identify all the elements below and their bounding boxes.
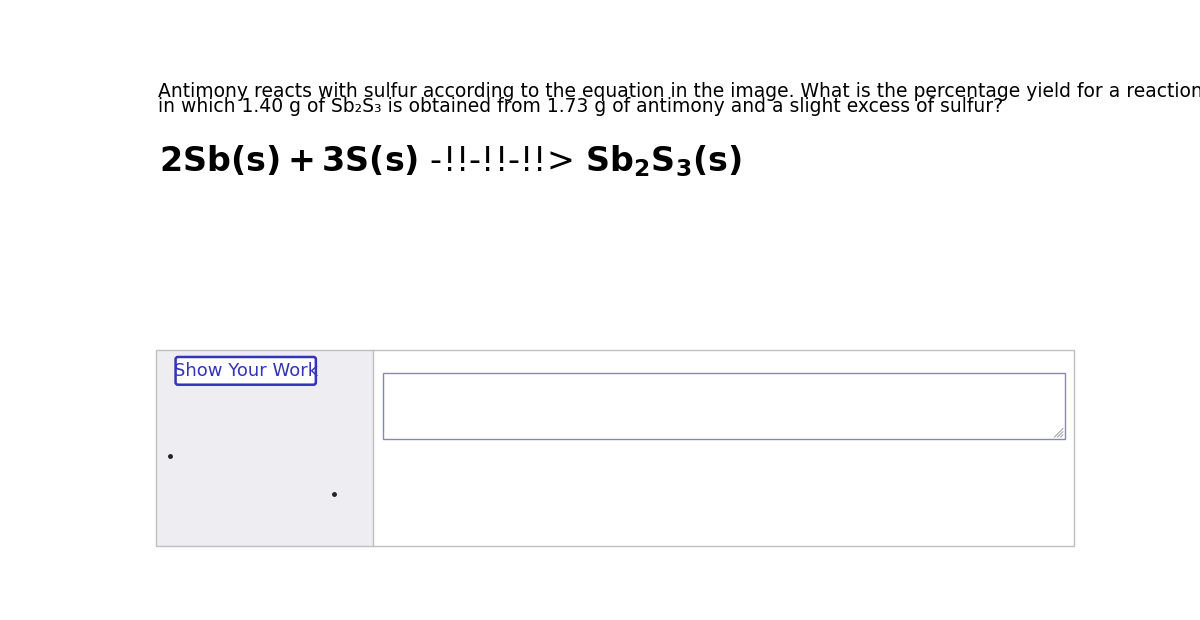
Bar [156, 350, 373, 546]
Bar [383, 373, 1064, 438]
Text: $\bf{2Sb(s) + 3S(s)\ \text{-\!\!-\!\!-\!\!>}\ Sb_2S_3(s)}$: $\bf{2Sb(s) + 3S(s)\ \text{-\!\!-\!\!-\!… [160, 144, 742, 179]
Text: Show Your Work: Show Your Work [174, 362, 318, 380]
Bar [373, 350, 1074, 546]
FancyBboxPatch shape [175, 357, 316, 384]
Bar [156, 350, 1074, 546]
Text: Antimony reacts with sulfur according to the equation in the image. What is the : Antimony reacts with sulfur according to… [157, 82, 1200, 101]
Text: in which 1.40 g of Sb₂S₃ is obtained from 1.73 g of antimony and a slight excess: in which 1.40 g of Sb₂S₃ is obtained fro… [157, 97, 1003, 117]
